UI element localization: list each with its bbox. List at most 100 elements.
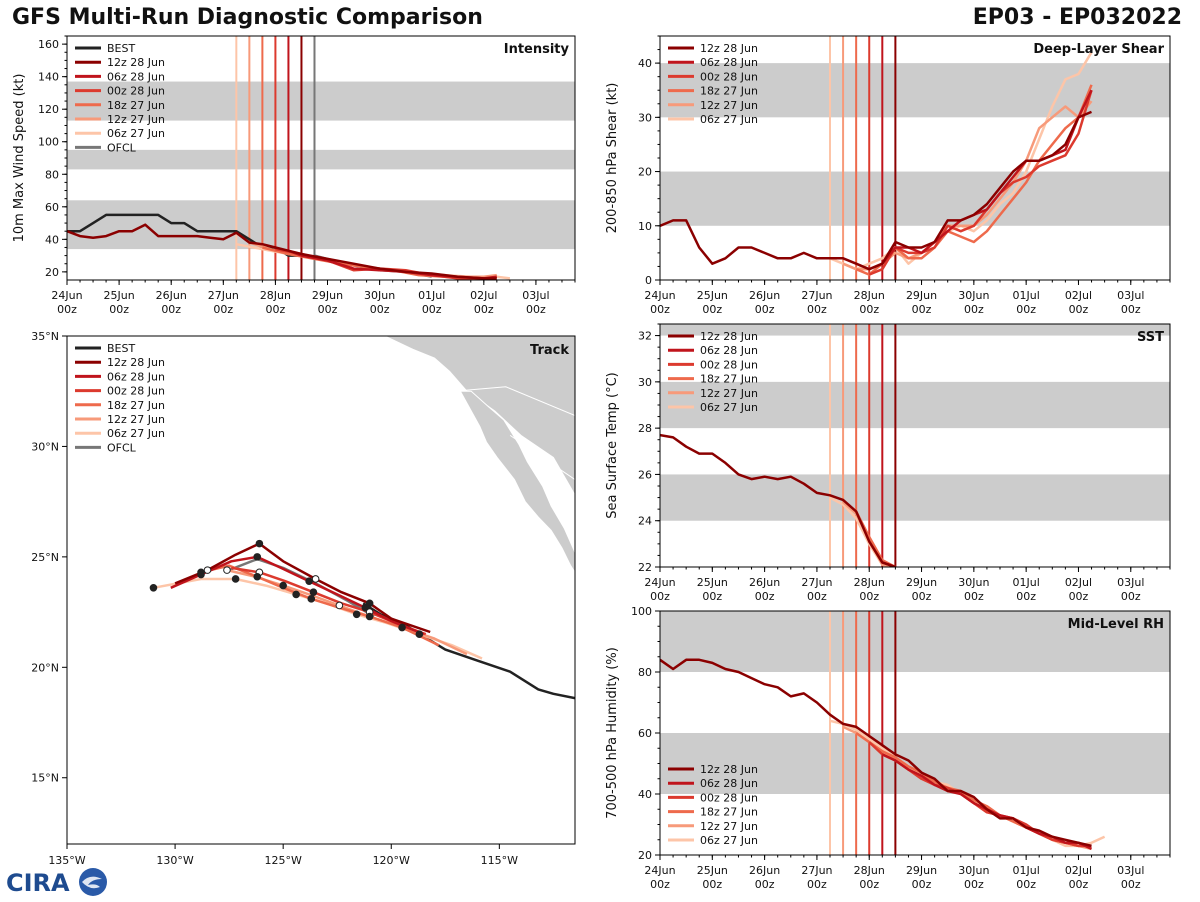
track-line [170,555,425,636]
legend-label: 12z 27 Jun [700,387,758,400]
x-tick-label: 00z [370,303,390,316]
x-tick-label: 29Jun [312,289,343,302]
x-tick-label: 00z [318,303,338,316]
x-tick-label: 03Jul [1117,576,1144,589]
x-tick-label: 00z [702,590,722,603]
x-tick-label: 00z [650,878,670,891]
panel-title: SST [1137,330,1164,345]
legend-label: 06z 28 Jun [700,777,758,790]
x-tick-label: 00z [422,303,442,316]
legend-label: 00z 28 Jun [700,70,758,83]
series-line [67,223,497,280]
track-day-marker [279,581,287,590]
x-tick-label: 25Jun [104,289,135,302]
track-day-marker [309,588,318,597]
series-line [881,89,1093,265]
y-tick-label: 100 [38,136,59,149]
track-day-marker [223,566,231,574]
x-tick-label: 130°W [156,854,193,867]
x-tick-label: 27Jun [208,289,239,302]
y-tick-label: 10 [638,220,652,233]
x-tick-label: 30Jun [958,289,989,302]
x-tick-label: 00z [807,590,827,603]
rh-panel: 2040608010024Jun00z25Jun00z26Jun00z27Jun… [605,605,1171,891]
y-tick-label: 20 [638,849,652,862]
legend-label: OFCL [107,441,137,454]
x-tick-label: 00z [650,303,670,316]
legend-label: 12z 28 Jun [107,356,165,369]
track-day-marker [197,568,205,577]
x-tick-label: 00z [1016,590,1036,603]
y-tick-label: 80 [638,666,652,679]
x-tick-label: 25Jun [697,576,728,589]
y-tick-label: 80 [45,168,59,181]
track-day-marker [335,601,344,610]
shaded-band [67,200,575,250]
x-tick-label: 00z [964,590,984,603]
y-axis-label: Sea Surface Temp (°C) [605,372,620,519]
legend-label: 18z 27 Jun [700,373,758,386]
panel-title: Track [530,343,569,358]
legend-label: 06z 28 Jun [107,370,165,383]
shaded-band [660,611,1170,672]
y-tick-label: 160 [38,38,59,51]
x-tick-label: 00z [213,303,233,316]
x-tick-label: 00z [755,303,775,316]
track-panel: 135°W 130°W 125°W 120°W 115°W 15°N 20°N 25°N 30°… [31,330,576,867]
x-tick-label: 03Jul [522,289,549,302]
intensity-series-group [67,213,511,280]
x-tick-label: 00z [702,878,722,891]
x-tick-label: 00z [1121,303,1141,316]
shaded-band [660,474,1170,521]
y-tick-label: 20°N [31,661,59,674]
x-tick-label: 115°W [481,854,518,867]
x-tick-label: 29Jun [906,289,937,302]
legend-label: 06z 28 Jun [700,56,758,69]
legend-label: 12z 27 Jun [700,99,758,112]
logo-swirl-icon [82,876,102,889]
track-day-marker [415,630,424,638]
series-line [660,433,896,567]
y-tick-label: 30 [638,376,652,389]
legend-label: 00z 28 Jun [107,85,165,98]
shaded-band [67,81,575,121]
legend-label: 00z 28 Jun [107,385,165,398]
y-tick-label: 0 [645,274,652,287]
cira-logo: CIRA [4,866,108,898]
track-day-marker [365,612,374,621]
storm-id: EP03 - EP032022 [972,5,1182,30]
x-tick-label: 00z [1121,590,1141,603]
panel-title: Mid-Level RH [1068,617,1164,632]
series-line [868,89,1093,276]
legend-label: 06z 27 Jun [700,113,758,126]
x-tick-label: 29Jun [906,576,937,589]
y-tick-label: 25°N [31,551,59,564]
track-day-marker [292,590,300,599]
track-day-marker [305,577,313,585]
x-tick-label: 27Jun [801,864,832,877]
shear-series-group [660,51,1093,276]
x-tick-label: 26Jun [156,289,187,302]
shaded-band [660,733,1170,794]
x-tick-label: 26Jun [749,864,780,877]
legend-label: 18z 27 Jun [700,85,758,98]
x-tick-label: 02Jul [1065,576,1092,589]
legend-label: 12z 28 Jun [700,330,758,343]
x-tick-label: 00z [57,303,77,316]
x-tick-label: 00z [161,303,181,316]
logo-text: CIRA [6,869,70,897]
plot-frame [659,323,1171,568]
track-day-marker [311,575,320,583]
x-tick-label: 26Jun [749,576,780,589]
x-tick-label: 30Jun [958,864,989,877]
x-tick-label: 120°W [373,854,410,867]
x-tick-label: 00z [1069,878,1089,891]
x-tick-label: 00z [266,303,286,316]
x-tick-label: 24Jun [644,289,675,302]
x-tick-label: 00z [807,878,827,891]
y-tick-label: 100 [631,605,652,618]
x-tick-label: 00z [807,303,827,316]
track-day-marker [255,539,264,548]
legend-label: 18z 27 Jun [107,99,165,112]
y-tick-label: 20 [638,166,652,179]
